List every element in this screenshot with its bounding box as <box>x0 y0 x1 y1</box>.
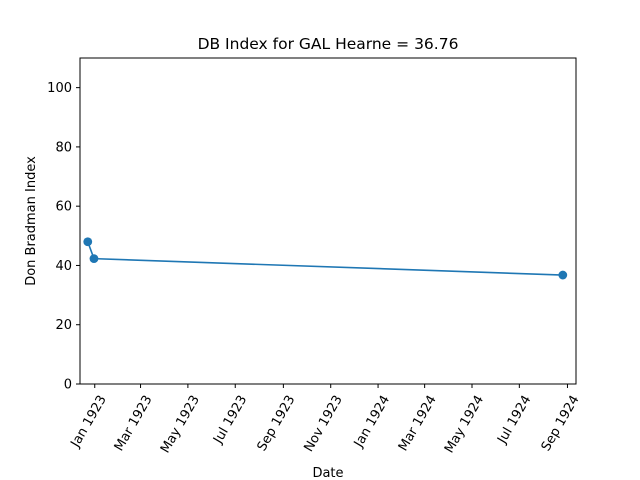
y-tick-label: 60 <box>55 200 72 215</box>
y-tick-label: 80 <box>55 140 72 155</box>
x-tick-label: Jul 1923 <box>210 393 250 447</box>
x-tick-label: Sep 1924 <box>539 393 583 454</box>
x-tick-label: May 1924 <box>442 393 487 456</box>
x-tick-label: Mar 1924 <box>396 393 440 454</box>
y-axis-label: Don Bradman Index <box>24 156 39 286</box>
x-tick-label: Jan 1923 <box>68 393 110 451</box>
x-tick-label: Jan 1924 <box>351 393 393 451</box>
y-tick-label: 0 <box>64 378 72 393</box>
x-axis-label: Date <box>312 466 343 480</box>
plot-area <box>83 237 568 280</box>
x-tick-label: Nov 1923 <box>302 393 346 455</box>
y-tick-label: 40 <box>55 259 72 274</box>
y-tick-label: 100 <box>47 81 72 96</box>
chart-title: DB Index for GAL Hearne = 36.76 <box>198 35 459 53</box>
plot-frame <box>79 57 577 385</box>
x-tick-label: Jul 1924 <box>494 393 534 447</box>
series-line <box>87 241 563 276</box>
data-point <box>558 270 568 280</box>
y-tick-label: 20 <box>55 318 72 333</box>
x-axis: Jan 1923 Mar 1923 May 1923 Jul 1923 Sep 1923… <box>68 384 583 456</box>
x-tick-label: May 1923 <box>158 393 203 456</box>
data-point <box>89 254 99 264</box>
data-point <box>83 237 93 247</box>
x-tick-label: Mar 1923 <box>112 393 156 454</box>
y-axis: 0 20 40 60 80 100 <box>47 81 80 393</box>
x-tick-label: Sep 1923 <box>255 393 299 454</box>
